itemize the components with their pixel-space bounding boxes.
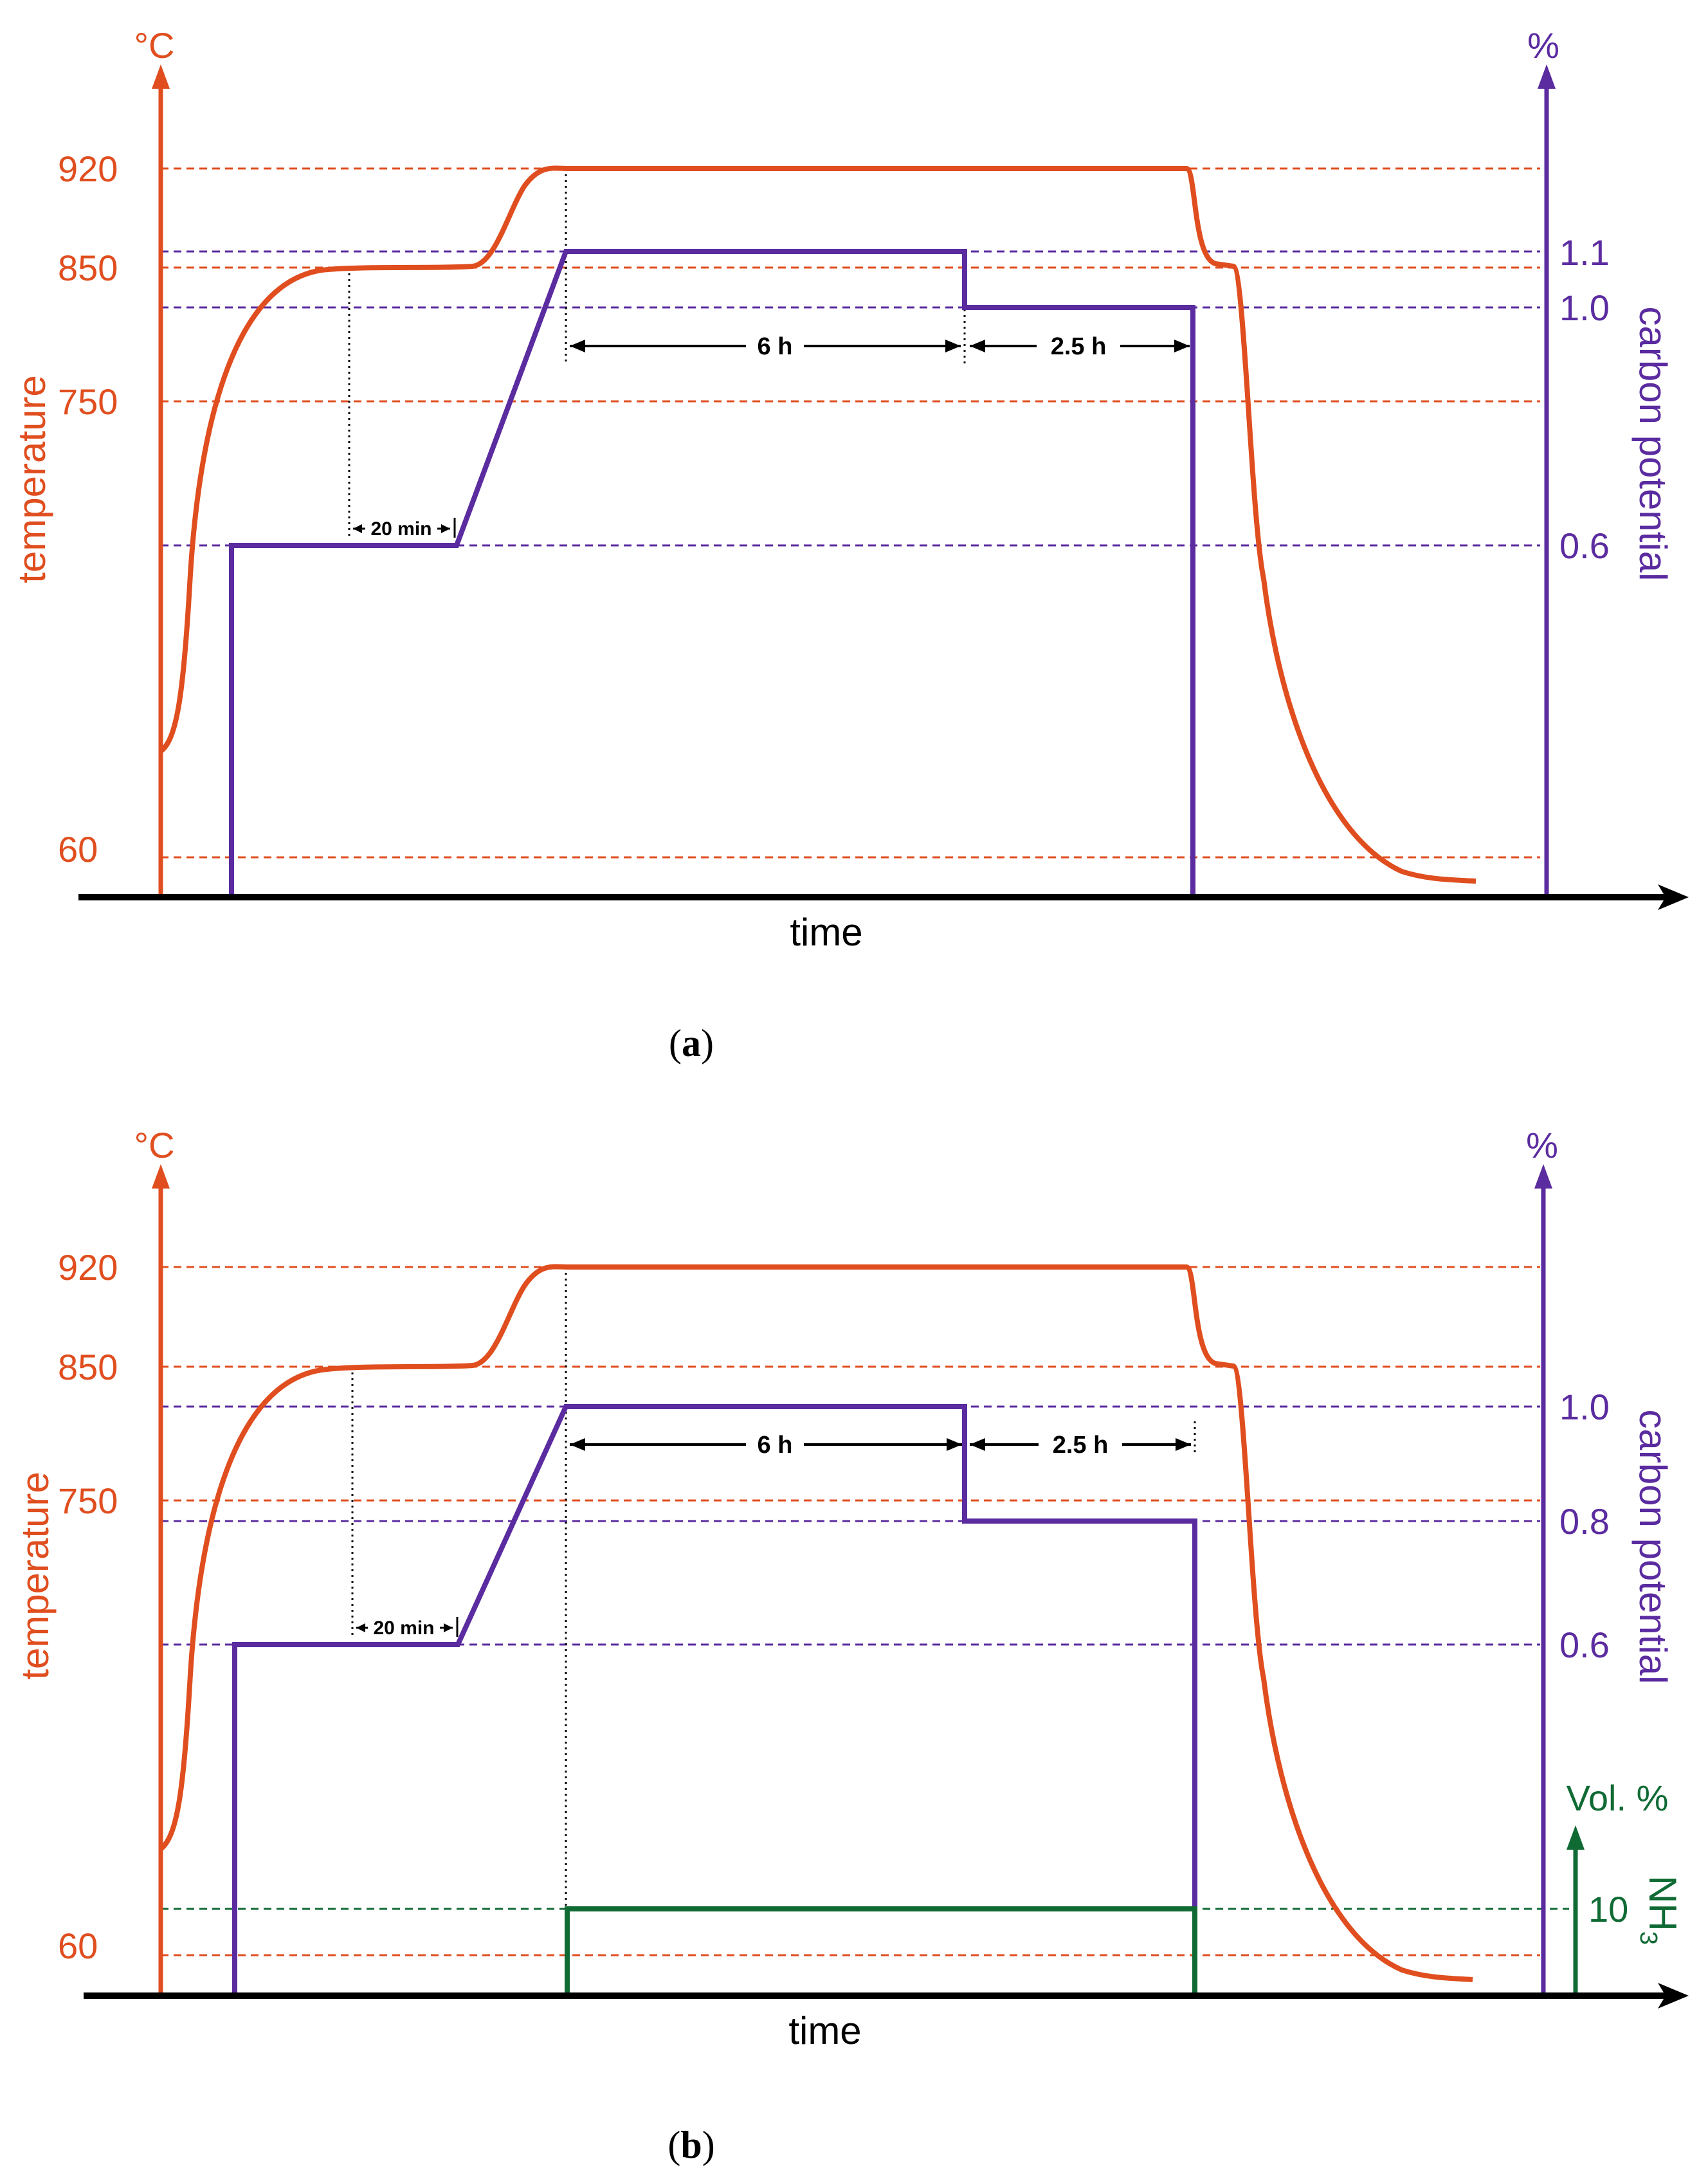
time-axis-arrow [1658, 1983, 1689, 2009]
interval-20min-label: 20 min [373, 1618, 434, 1639]
nh3-curve [565, 1906, 1197, 1992]
panel-b-chart: 20 min 6 h 2.5 h °C 920 850 750 60 tempe… [14, 1125, 1689, 2166]
carbon-tick-0.6: 0.6 [1559, 525, 1610, 566]
temperature-tick-920: 920 [58, 149, 118, 189]
svg-text:NH3: NH3 [1635, 1875, 1684, 1945]
time-axis-title: time [790, 911, 862, 954]
interval-6h-label: 6 h [758, 1432, 793, 1459]
temperature-tick-750: 750 [58, 381, 118, 422]
time-axis-title: time [788, 2009, 861, 2052]
temperature-axis-arrow [152, 1164, 170, 1189]
temperature-tick-750: 750 [58, 1481, 118, 1521]
interval-20min-label: 20 min [370, 518, 432, 540]
temperature-unit-label: °C [134, 25, 175, 66]
panel-a-label: (a) [669, 1022, 714, 1064]
interval-20min: 20 min [356, 1614, 459, 1641]
carbon-axis-arrow [1538, 64, 1556, 89]
temperature-tick-850: 850 [58, 248, 118, 288]
carbon-axis-arrow [1534, 1164, 1552, 1189]
temperature-axis-title: temperature [10, 375, 53, 583]
carbon-unit-label: % [1526, 1125, 1558, 1165]
carbon-potential-curve [232, 1404, 1197, 1992]
nh3-tick-10: 10 [1588, 1889, 1628, 1929]
temperature-tick-60: 60 [58, 829, 98, 870]
carbon-tick-1.1: 1.1 [1559, 232, 1610, 273]
temperature-tick-60: 60 [58, 1926, 98, 1966]
carbon-tick-1.0: 1.0 [1559, 287, 1610, 328]
interval-6h: 6 h [570, 329, 961, 361]
temperature-unit-label: °C [134, 1125, 175, 1165]
carbon-unit-label: % [1527, 25, 1559, 66]
carbon-axis-title: carbon potential [1631, 307, 1675, 581]
carbon-tick-0.6: 0.6 [1559, 1625, 1610, 1665]
temperature-axis-title: temperature [14, 1472, 57, 1680]
temperature-curve [159, 1264, 1473, 1982]
temperature-tick-920: 920 [58, 1247, 118, 1288]
interval-2.5h-label: 2.5 h [1051, 333, 1107, 360]
nh3-axis-title: NH3 [1635, 1875, 1684, 1945]
interval-2.5h: 2.5 h [970, 1428, 1191, 1460]
temperature-tick-850: 850 [58, 1347, 118, 1387]
temperature-curve [159, 165, 1476, 884]
time-axis-arrow [1658, 884, 1689, 910]
interval-20min: 20 min [353, 515, 456, 542]
nh3-axis-arrow [1567, 1825, 1585, 1850]
interval-6h: 6 h [570, 1428, 962, 1460]
carbon-tick-1.0: 1.0 [1559, 1387, 1610, 1427]
interval-2.5h: 2.5 h [970, 329, 1190, 361]
carbon-tick-0.8: 0.8 [1559, 1501, 1610, 1542]
interval-2.5h-label: 2.5 h [1053, 1432, 1109, 1459]
carbon-potential-curve [229, 249, 1195, 895]
interval-6h-label: 6 h [758, 333, 793, 360]
temperature-axis-arrow [152, 64, 170, 89]
nh3-unit-label: Vol. % [1567, 1778, 1669, 1818]
panel-a-chart: 20 min 6 h 2.5 h °C 920 850 750 60 tempe… [10, 25, 1689, 1064]
carbon-axis-title: carbon potential [1631, 1410, 1675, 1684]
panel-b-label: (b) [668, 2124, 714, 2166]
